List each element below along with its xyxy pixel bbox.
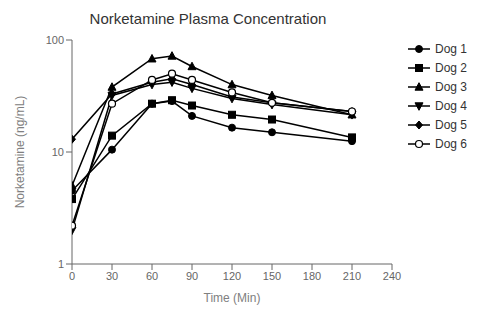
svg-text:90: 90 [186,270,198,282]
svg-text:120: 120 [223,270,241,282]
svg-text:150: 150 [263,270,281,282]
svg-text:30: 30 [106,270,118,282]
svg-text:Norketamine (ng/mL): Norketamine (ng/mL) [13,96,27,209]
html-text:Norketamine Plasma Concentrati: Norketamine Plasma Concentration [89,10,327,27]
html-text:Dog 4: Dog 4 [435,99,467,113]
svg-text:60: 60 [146,270,158,282]
svg-text:1: 1 [58,258,64,270]
svg-text:180: 180 [303,270,321,282]
html-text:Dog 6: Dog 6 [435,137,467,151]
svg-text:210: 210 [343,270,361,282]
html-text:Dog 1: Dog 1 [435,42,467,56]
svg-text:0: 0 [69,270,75,282]
html-text:Dog 3: Dog 3 [435,80,467,94]
html-text:Dog 5: Dog 5 [435,118,467,132]
svg-text:10: 10 [52,146,64,158]
svg-text:100: 100 [46,34,64,46]
svg-text:Time (Min): Time (Min) [204,291,261,305]
svg-text:240: 240 [383,270,401,282]
html-text:Dog 2: Dog 2 [435,61,467,75]
